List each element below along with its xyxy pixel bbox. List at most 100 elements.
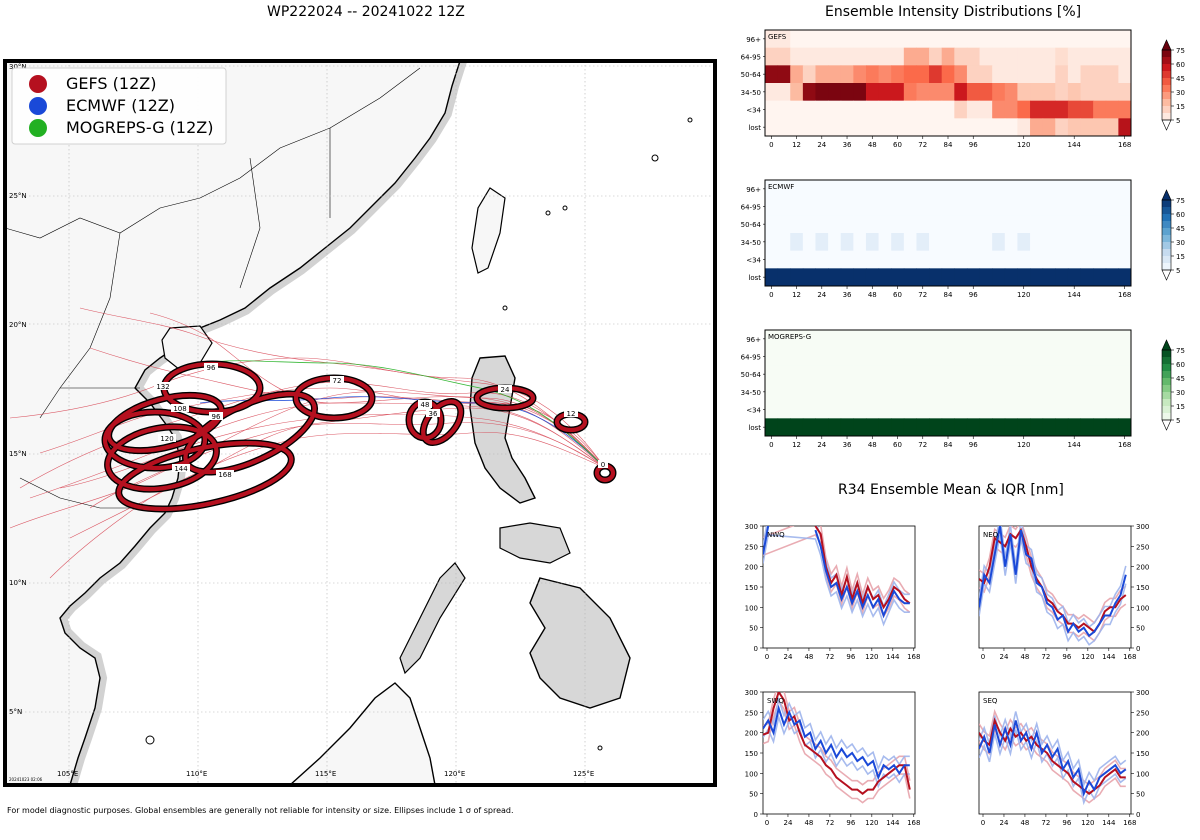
heat-cell: [1004, 365, 1018, 384]
r34-y-tick: 100: [1136, 604, 1149, 612]
heat-cell: [815, 268, 829, 287]
colorbar-tick: 30: [1176, 239, 1185, 247]
heat-cell: [916, 118, 930, 137]
heat-cell: [916, 233, 930, 252]
heatmap-x-tick: 72: [918, 441, 927, 449]
heat-cell: [992, 215, 1006, 234]
heat-cell: [1105, 83, 1119, 102]
colorbar-tick: 45: [1176, 375, 1185, 383]
heat-cell: [815, 365, 829, 384]
r34-x-tick: 72: [1041, 819, 1050, 827]
heat-cell: [802, 233, 816, 252]
r34-x-tick: 96: [1062, 819, 1071, 827]
heat-cell: [929, 215, 943, 234]
heat-cell: [853, 268, 867, 287]
heat-cell: [853, 383, 867, 402]
heat-cell: [992, 418, 1006, 437]
heat-cell: [1030, 47, 1044, 66]
ellipse-label-72: 72: [330, 376, 344, 385]
r34-x-tick: 0: [765, 819, 769, 827]
legend-marker-ecmwf: [29, 97, 47, 115]
heat-cell: [790, 330, 804, 349]
heat-cell: [903, 250, 917, 269]
heat-cell: [1042, 47, 1056, 66]
heat-cell: [916, 65, 930, 84]
heat-cell: [1105, 180, 1119, 199]
heat-cell: [891, 65, 905, 84]
r34-panel-label: SEQ: [983, 697, 998, 705]
heat-cell: [1093, 330, 1107, 349]
heatmap-row-label: 64-95: [741, 54, 761, 62]
heat-cell: [878, 400, 892, 419]
colorbar-tick: 15: [1176, 403, 1185, 411]
heat-cell: [1118, 418, 1132, 437]
ellipse-label-48: 48: [418, 400, 432, 409]
heat-cell: [1017, 268, 1031, 287]
heat-cell: [878, 180, 892, 199]
legend-marker-mogreps: [29, 119, 47, 137]
heat-cell: [1118, 400, 1132, 419]
heat-cell: [1055, 250, 1069, 269]
lon-label-125: 125°E: [573, 770, 594, 778]
heat-cell: [828, 47, 842, 66]
heat-cell: [1080, 250, 1094, 269]
heat-cell: [765, 250, 779, 269]
heat-cell: [1067, 215, 1082, 234]
heat-cell: [765, 268, 779, 287]
heat-cell: [941, 47, 955, 66]
heat-cell: [777, 347, 791, 366]
svg-text:48: 48: [421, 401, 430, 409]
r34-y-tick: 200: [745, 564, 758, 572]
heatmap-x-tick: 36: [843, 141, 852, 149]
heat-cell: [790, 233, 804, 252]
heat-cell: [1067, 383, 1082, 402]
heat-cell: [1030, 215, 1044, 234]
heat-cell: [777, 365, 791, 384]
heat-cell: [1017, 418, 1031, 437]
heatmap-x-tick: 120: [1017, 291, 1030, 299]
heat-cell: [1004, 347, 1018, 366]
heat-cell: [1055, 400, 1069, 419]
heat-cell: [1080, 400, 1094, 419]
heat-cell: [903, 215, 917, 234]
r34-x-tick: 72: [825, 819, 834, 827]
heat-cell: [1017, 347, 1031, 366]
heat-cell: [828, 268, 842, 287]
heat-cell: [865, 418, 880, 437]
heat-cell: [1055, 180, 1069, 199]
heat-cell: [1118, 30, 1132, 49]
lat-label-25: 25°N: [9, 192, 27, 200]
heat-cell: [878, 30, 892, 49]
r34-iqr-line: [763, 696, 910, 771]
heatmap-gefs: GEFS 96+ 64-95 50-64 34-50 <34 lost 0 12 24 36 48 60…: [741, 29, 1132, 149]
heat-cell: [1105, 400, 1119, 419]
heat-cell: [1080, 180, 1094, 199]
heat-cell: [1105, 268, 1119, 287]
heat-cell: [1105, 233, 1119, 252]
heat-cell: [802, 180, 816, 199]
heat-cell: [1093, 65, 1107, 84]
heat-cell: [1093, 197, 1107, 216]
heat-cell: [941, 118, 955, 137]
heat-cell: [992, 180, 1006, 199]
heat-cell: [815, 250, 829, 269]
heat-cell: [1030, 100, 1044, 119]
r34-y-tick: 0: [1136, 645, 1140, 653]
heat-cell: [1004, 418, 1018, 437]
heat-cell: [765, 418, 779, 437]
heat-cell: [966, 118, 981, 137]
heat-cell: [891, 383, 905, 402]
heat-cell: [966, 418, 981, 437]
heat-cell: [1055, 268, 1069, 287]
heat-cell: [1093, 383, 1107, 402]
heat-cell: [840, 65, 854, 84]
heat-cell: [1017, 65, 1031, 84]
heat-cell: [1080, 100, 1094, 119]
heat-cell: [941, 268, 955, 287]
colorbar-tick: 15: [1176, 253, 1185, 261]
heatmap-x-tick: 60: [893, 441, 902, 449]
heatmap-x-tick: 48: [868, 441, 877, 449]
r34-iqr-line: [763, 526, 911, 601]
heat-cell: [802, 100, 816, 119]
heat-cell: [865, 347, 880, 366]
